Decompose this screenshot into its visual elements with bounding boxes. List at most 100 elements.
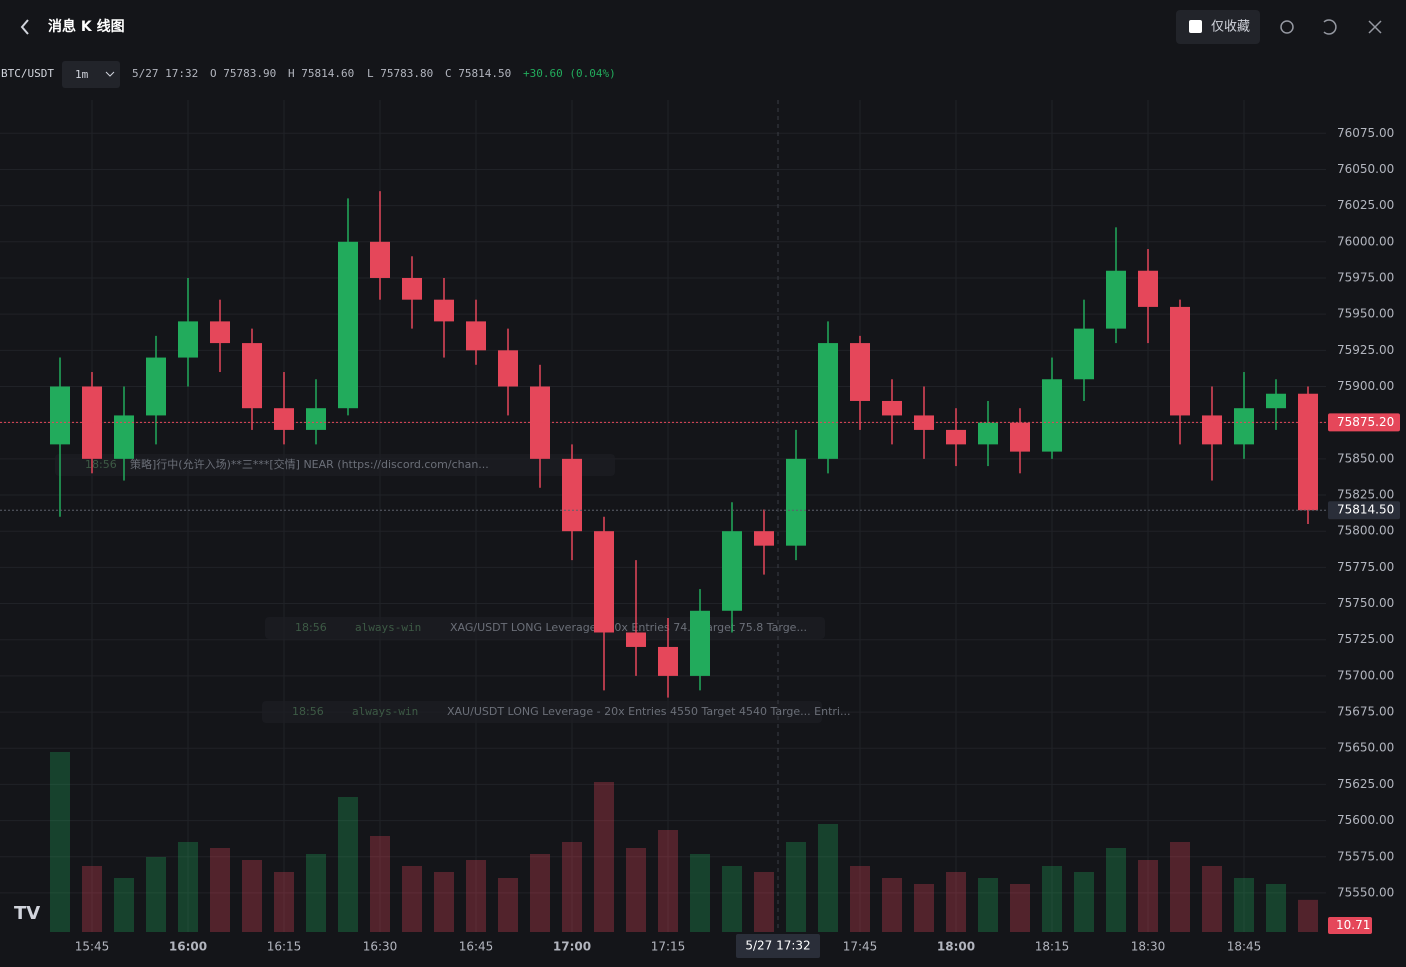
message-user: always-win	[352, 705, 418, 718]
y-tick-label: 75975.00	[1337, 270, 1394, 284]
candle-body	[1042, 379, 1062, 452]
candle-body	[178, 321, 198, 358]
volume-bar	[50, 752, 70, 932]
candle-body	[690, 610, 710, 676]
volume-bar	[978, 878, 998, 932]
volume-bar	[1010, 884, 1030, 932]
legend-close: C 75814.50	[445, 67, 511, 80]
y-tick-label: 75650.00	[1337, 741, 1394, 755]
legend: BTC/USDT 1m 5/27 17:32 O 75783.90 H 7581…	[1, 61, 616, 88]
volume-bar	[402, 866, 422, 932]
candle-body	[1010, 422, 1030, 452]
volume-bar	[338, 797, 358, 932]
candle-body	[1234, 408, 1254, 445]
volume-bar	[1074, 872, 1094, 932]
candle-body	[274, 408, 294, 430]
x-tick-label: 16:00	[169, 940, 207, 954]
candle-body	[50, 386, 70, 445]
back-button[interactable]	[20, 19, 29, 35]
candle-body	[498, 350, 518, 387]
volume-bar	[530, 854, 550, 932]
volume-bar	[1106, 848, 1126, 932]
candle-body	[338, 241, 358, 409]
x-tick-label: 18:45	[1227, 940, 1262, 954]
volume-bar	[850, 866, 870, 932]
candle-body	[946, 429, 966, 445]
volume-tag	[1328, 917, 1372, 934]
candle-body	[754, 531, 774, 546]
y-tick-label: 75800.00	[1337, 524, 1394, 538]
volume-bar	[370, 836, 390, 932]
volume-bar	[242, 860, 262, 932]
candle-body	[1106, 270, 1126, 329]
y-tick-label: 75750.00	[1337, 596, 1394, 610]
message-time: 18:56	[295, 621, 327, 634]
volume-bar	[178, 842, 198, 932]
candle-body	[594, 531, 614, 633]
volume-bar	[626, 848, 646, 932]
settings-button[interactable]	[1280, 20, 1294, 34]
y-tick-label: 75675.00	[1337, 705, 1394, 719]
candle-body	[978, 422, 998, 445]
volume-bar	[818, 824, 838, 932]
volume-bar	[946, 872, 966, 932]
candle-body	[786, 458, 806, 546]
close-button[interactable]	[1368, 20, 1382, 34]
crosshair-label: 5/27 17:32	[745, 939, 810, 953]
volume-bar	[722, 866, 742, 932]
volume-bar	[882, 878, 902, 932]
message-time: 18:56	[292, 705, 324, 718]
y-tick-label: 75925.00	[1337, 343, 1394, 357]
volume-tag-label: 10.71	[1336, 918, 1370, 932]
price-tag-label: 75875.20	[1337, 415, 1394, 429]
favorites-label: 仅收藏	[1211, 20, 1250, 35]
x-tick-label: 16:15	[267, 940, 302, 954]
candle-body	[210, 321, 230, 344]
volume-bar	[146, 857, 166, 932]
message-time: 18:56	[85, 458, 117, 471]
volume-bar	[114, 878, 134, 932]
y-tick-label: 75575.00	[1337, 849, 1394, 863]
volume-bar	[594, 782, 614, 932]
interval-select[interactable]	[62, 61, 120, 88]
volume-bar	[1170, 842, 1190, 932]
x-tick-label: 18:15	[1035, 940, 1070, 954]
price-tag	[1328, 413, 1400, 432]
message-text: XAU/USDT LONG Leverage - 20x Entries 455…	[447, 705, 850, 718]
page-title: 消息 K 线图	[48, 18, 125, 35]
y-tick-label: 75950.00	[1337, 307, 1394, 321]
logo: TV	[14, 903, 40, 924]
volume-bar	[1298, 899, 1318, 932]
volume-bar	[210, 848, 230, 932]
candle-body	[434, 299, 454, 322]
volume-bar	[498, 878, 518, 932]
message-overlay	[55, 454, 615, 476]
volume-bar	[914, 884, 934, 932]
x-tick-label: 17:00	[553, 940, 591, 954]
message-text: XAG/USDT LONG Leverage - 20x Entries 74.…	[450, 621, 807, 634]
volume-bar	[754, 872, 774, 932]
crosshair-tag	[736, 934, 820, 958]
candle-body	[818, 343, 838, 459]
legend-time: 5/27 17:32	[132, 67, 198, 80]
plot: 75550.00 75575.00 75600.00 75625.00 75650.00…	[0, 90, 1406, 958]
candle-body	[1266, 393, 1286, 409]
refresh-button[interactable]	[1323, 19, 1337, 35]
volume-bar	[658, 830, 678, 932]
checkbox[interactable]	[1189, 20, 1202, 33]
dropdown-icon	[105, 71, 115, 77]
message-overlay	[265, 617, 825, 639]
candle-body	[1202, 415, 1222, 445]
y-tick-label: 75625.00	[1337, 777, 1394, 791]
message-overlay	[262, 701, 822, 723]
candle-body	[626, 632, 646, 647]
candle-body	[882, 400, 902, 416]
favorites-toggle[interactable]	[1176, 10, 1260, 44]
volume-bar	[786, 842, 806, 932]
x-tick-label: 16:45	[459, 940, 494, 954]
y-tick-label: 75900.00	[1337, 379, 1394, 393]
volume-bar	[306, 854, 326, 932]
